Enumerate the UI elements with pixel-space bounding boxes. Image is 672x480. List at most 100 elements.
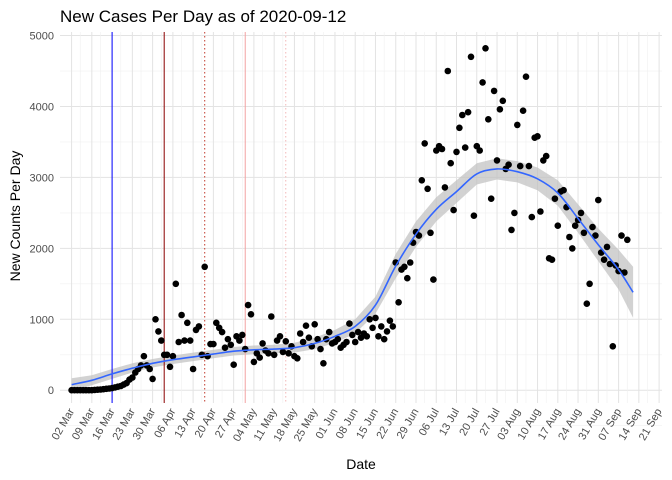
reference-lines	[111, 32, 287, 403]
data-point	[230, 361, 237, 369]
data-point	[600, 256, 608, 264]
data-point	[551, 195, 559, 202]
data-point	[227, 341, 235, 349]
data-point	[548, 256, 556, 264]
data-point	[146, 365, 153, 373]
data-point	[464, 108, 472, 116]
data-point	[186, 337, 194, 344]
data-point	[511, 209, 518, 217]
data-point	[383, 328, 391, 335]
data-point	[571, 222, 579, 229]
data-point	[586, 280, 593, 288]
data-point	[624, 236, 631, 244]
data-point	[325, 328, 333, 336]
y-tick-label: 4000	[30, 101, 54, 113]
data-point	[580, 229, 588, 237]
data-point	[369, 324, 376, 332]
data-point	[299, 338, 307, 346]
data-point	[421, 140, 429, 147]
data-point	[334, 335, 342, 343]
data-point	[522, 73, 530, 80]
y-tick-label: 5000	[30, 31, 54, 43]
data-point	[363, 333, 371, 340]
data-point	[592, 232, 599, 239]
data-point	[241, 345, 249, 353]
data-point	[418, 177, 426, 184]
data-point	[456, 124, 463, 132]
y-tick-label: 2000	[30, 243, 54, 255]
data-point	[389, 323, 397, 330]
data-point	[554, 222, 562, 229]
data-point	[152, 316, 159, 323]
data-point	[244, 301, 252, 309]
data-point	[181, 337, 188, 344]
data-point	[349, 331, 356, 339]
data-point	[542, 152, 550, 160]
data-point	[178, 311, 185, 319]
data-point	[294, 355, 301, 362]
data-point	[516, 162, 524, 170]
data-point	[519, 107, 527, 114]
data-point	[485, 116, 492, 123]
data-point	[250, 358, 258, 366]
data-point	[296, 330, 304, 337]
confidence-band-layer	[71, 158, 634, 391]
data-point	[140, 352, 148, 360]
data-point	[444, 67, 452, 75]
data-point	[314, 335, 321, 343]
data-point	[427, 229, 434, 237]
data-point	[621, 269, 628, 276]
data-point	[386, 317, 394, 325]
data-point	[166, 363, 174, 371]
data-point	[528, 213, 536, 221]
data-point	[395, 299, 402, 306]
data-point	[459, 111, 466, 119]
data-point	[490, 87, 498, 95]
data-point	[453, 148, 460, 156]
data-point	[461, 144, 469, 151]
data-point	[508, 226, 515, 234]
data-point	[595, 196, 602, 204]
data-point	[172, 280, 180, 288]
data-point	[499, 97, 507, 105]
data-point	[560, 186, 567, 194]
data-point	[224, 335, 232, 343]
chart-title: New Cases Per Day as of 2020-09-12	[60, 7, 346, 26]
data-point	[589, 223, 596, 231]
points-layer	[68, 45, 631, 394]
y-tick-label: 3000	[30, 172, 54, 184]
data-point	[351, 338, 359, 346]
data-point	[430, 276, 437, 283]
data-point	[302, 322, 310, 330]
data-point	[221, 344, 229, 352]
data-point	[276, 333, 284, 340]
data-point	[259, 340, 266, 347]
data-point	[404, 274, 411, 282]
data-point	[378, 323, 385, 330]
data-point	[603, 243, 611, 251]
data-point	[583, 300, 591, 308]
data-point	[496, 106, 504, 113]
data-point	[270, 351, 278, 359]
data-point	[441, 184, 449, 191]
data-point	[285, 350, 292, 357]
data-point	[201, 263, 208, 271]
data-point	[534, 133, 541, 140]
data-point	[438, 145, 446, 153]
data-point	[525, 162, 533, 170]
data-point	[569, 245, 576, 252]
y-tick-label: 1000	[30, 314, 54, 326]
data-point	[265, 350, 272, 357]
data-point	[415, 232, 423, 239]
data-point	[210, 340, 217, 348]
data-point	[213, 319, 220, 327]
data-point	[184, 319, 191, 327]
data-point	[343, 338, 350, 346]
data-point	[282, 338, 290, 345]
y-tick-labels: 0 1000 2000 3000 4000 5000	[30, 31, 54, 398]
data-point	[158, 337, 165, 344]
data-point	[354, 328, 362, 336]
data-point	[129, 374, 136, 381]
